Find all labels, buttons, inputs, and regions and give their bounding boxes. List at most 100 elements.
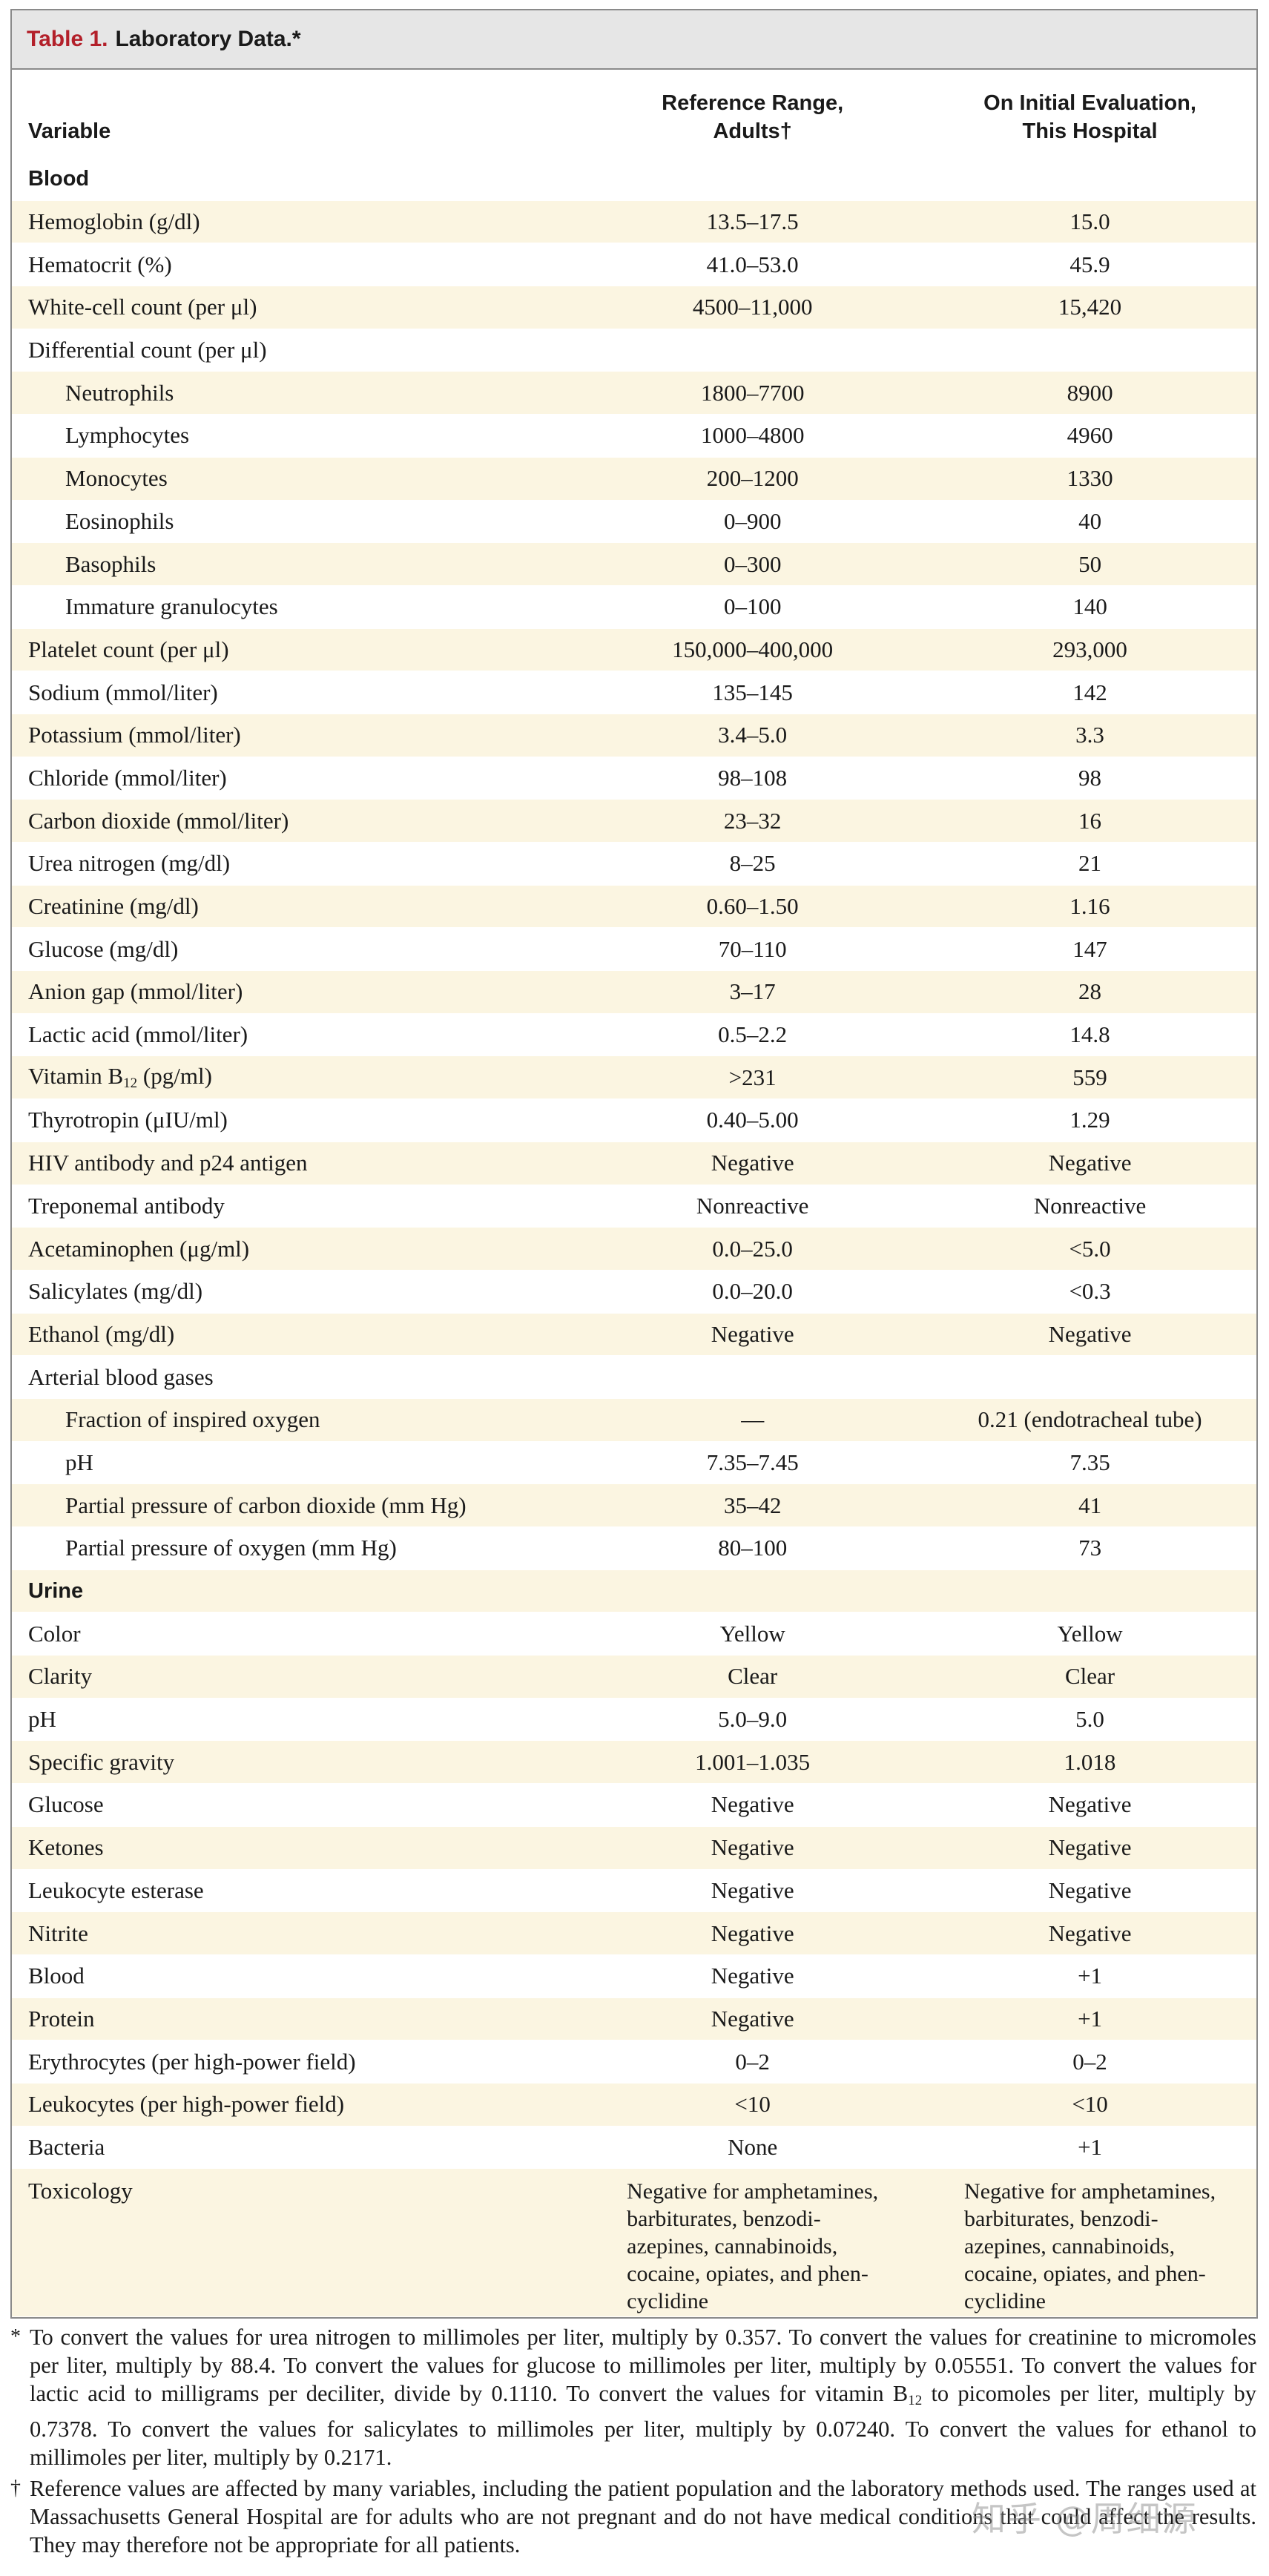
evaluation-value-cell: 3.3: [1075, 722, 1104, 748]
footnote-text: To convert the values for urea nitrogen …: [30, 2323, 1256, 2471]
reference-range-cell: 0–2: [735, 2048, 770, 2075]
reference-range-cell: Negative: [711, 1150, 794, 1176]
evaluation-value-cell: 73: [1078, 1535, 1102, 1561]
table-row: pH 5.0–9.0 5.0: [12, 1697, 1256, 1741]
table-row: Leukocytes (per high-power field) <10 <10: [12, 2082, 1256, 2126]
reference-range-cell: 70–110: [718, 935, 787, 962]
reference-range-cell: Negative: [711, 1320, 794, 1347]
table-body: Blood Hemoglobin (g/dl) 13.5–17.5 15.0 Hemat…: [12, 157, 1256, 2317]
footnotes: * To convert the values for urea nitrogen…: [10, 2323, 1256, 2562]
table-row: Treponemal antibody Nonreactive Nonreactiv…: [12, 1184, 1256, 1228]
variable-cell: Neutrophils: [65, 379, 174, 406]
evaluation-value-cell: Negative: [1048, 1920, 1132, 1946]
reference-range-cell: 1800–7700: [700, 379, 805, 406]
reference-range-cell: 5.0–9.0: [718, 1706, 788, 1733]
variable-cell: Chloride (mmol/liter): [28, 764, 227, 791]
evaluation-value-cell: 45.9: [1069, 251, 1110, 277]
table-row: HIV antibody and p24 antigen Negative Nega…: [12, 1141, 1256, 1185]
table-row: Bacteria None +1: [12, 2125, 1256, 2169]
table-row: pH 7.35–7.45 7.35: [12, 1440, 1256, 1484]
reference-range-cell: 7.35–7.45: [706, 1449, 799, 1475]
table-row: Arterial blood gases: [12, 1355, 1256, 1398]
table-row: Partial pressure of oxygen (mm Hg) 80–100…: [12, 1526, 1256, 1569]
footnote: † Reference values are affected by many v…: [10, 2474, 1256, 2559]
table-row: Immature granulocytes 0–100 140: [12, 584, 1256, 628]
evaluation-value-cell: 15.0: [1069, 208, 1110, 235]
table-row: Neutrophils 1800–7700 8900: [12, 371, 1256, 415]
variable-cell: Color: [28, 1620, 81, 1647]
variable-cell: Bacteria: [28, 2133, 105, 2160]
variable-cell: Glucose (mg/dl): [28, 935, 179, 962]
evaluation-value-cell: <10: [1072, 2091, 1108, 2118]
table-row: Monocytes 200–1200 1330: [12, 456, 1256, 500]
variable-cell: Basophils: [65, 550, 156, 577]
variable-cell: Partial pressure of carbon dioxide (mm H…: [65, 1492, 467, 1518]
evaluation-value-cell: Negative for amphetamines, barbiturates,…: [923, 2178, 1256, 2315]
variable-cell: Treponemal antibody: [28, 1192, 225, 1219]
variable-cell: Erythrocytes (per high-power field): [28, 2048, 356, 2075]
variable-cell: Clarity: [28, 1663, 93, 1690]
reference-range-cell: 135–145: [712, 679, 793, 705]
variable-cell: Potassium (mmol/liter): [28, 722, 241, 748]
variable-cell: Lymphocytes: [65, 422, 190, 449]
variable-cell: White-cell count (per μl): [28, 294, 257, 320]
reference-range-cell: Negative: [711, 1877, 794, 1903]
table-row: Creatinine (mg/dl) 0.60–1.50 1.16: [12, 884, 1256, 928]
footnote-text: Reference values are affected by many va…: [30, 2474, 1256, 2559]
reference-range-cell: 0–100: [723, 593, 782, 620]
evaluation-value-cell: Negative: [1048, 1150, 1132, 1176]
reference-range-cell: 150,000–400,000: [672, 636, 834, 662]
reference-range-cell: Nonreactive: [696, 1192, 809, 1219]
evaluation-value-cell: 1.018: [1064, 1748, 1116, 1775]
table-row: Ethanol (mg/dl) Negative Negative: [12, 1312, 1256, 1356]
reference-range-cell: 0.0–25.0: [712, 1235, 793, 1262]
table-row: Color Yellow Yellow: [12, 1612, 1256, 1655]
variable-cell: Vitamin B12 (pg/ml): [12, 1063, 581, 1092]
table-row: Salicylates (mg/dl) 0.0–20.0 <0.3: [12, 1269, 1256, 1313]
evaluation-value-cell: Clear: [1064, 1663, 1115, 1690]
evaluation-value-cell: 41: [1078, 1492, 1102, 1518]
section-heading: Urine: [28, 1578, 84, 1603]
table-row: Platelet count (per μl) 150,000–400,000 29…: [12, 627, 1256, 671]
table-row: Ketones Negative Negative: [12, 1825, 1256, 1869]
evaluation-value-cell: 8900: [1067, 379, 1113, 406]
reference-range-cell: 3.4–5.0: [718, 722, 788, 748]
lab-data-table: Table 1. Laboratory Data.* Variable Refe…: [10, 9, 1258, 2319]
reference-range-cell: None: [728, 2133, 778, 2160]
reference-range-cell: 200–1200: [706, 465, 799, 492]
evaluation-value-cell: 559: [1072, 1064, 1107, 1090]
table-row: Eosinophils 0–900 40: [12, 499, 1256, 543]
footnote-text-part: to picomoles per liter, multiply by 0.73…: [30, 2381, 1256, 2470]
footnote-mark: †: [10, 2477, 21, 2500]
evaluation-value-cell: +1: [1078, 2005, 1103, 2032]
table-row: Toxicology Negative for amphetamines, bar…: [12, 2168, 1256, 2317]
variable-cell: Acetaminophen (μg/ml): [28, 1235, 250, 1262]
subscript: 12: [123, 1075, 138, 1092]
variable-cell: Blood: [28, 1963, 85, 1989]
reference-range-cell: 80–100: [718, 1535, 788, 1561]
variable-cell: Toxicology: [28, 2178, 133, 2204]
table-title: Laboratory Data.*: [115, 27, 301, 51]
reference-range-cell: Negative: [711, 1834, 794, 1861]
table-label: Table 1.: [27, 27, 108, 51]
section-row: Urine: [12, 1569, 1256, 1613]
evaluation-value-cell: 1.29: [1069, 1107, 1110, 1133]
reference-range-cell: Negative: [711, 1791, 794, 1818]
table-row: White-cell count (per μl) 4500–11,000 15,4…: [12, 286, 1256, 329]
table-row: Carbon dioxide (mmol/liter) 23–32 16: [12, 799, 1256, 842]
reference-range-cell: 0.0–20.0: [712, 1278, 793, 1305]
variable-cell: Salicylates (mg/dl): [28, 1278, 203, 1305]
reference-range-cell: 3–17: [729, 978, 776, 1005]
evaluation-value-cell: 1330: [1067, 465, 1113, 492]
variable-cell: Lactic acid (mmol/liter): [28, 1021, 248, 1048]
variable-cell: Ethanol (mg/dl): [28, 1320, 175, 1347]
variable-cell: Hemoglobin (g/dl): [28, 208, 200, 235]
table-row: Clarity Clear Clear: [12, 1655, 1256, 1698]
evaluation-value-cell: +1: [1078, 1963, 1103, 1989]
variable-cell: Immature granulocytes: [65, 593, 278, 620]
footnote-text-part: Reference values are affected by many va…: [30, 2476, 1256, 2557]
toxicology-text: Negative for amphetamines, barbiturates,…: [964, 2179, 1216, 2314]
reference-range-cell: 1.001–1.035: [695, 1748, 811, 1775]
table-row: Differential count (per μl): [12, 328, 1256, 372]
evaluation-value-cell: 16: [1078, 807, 1102, 834]
